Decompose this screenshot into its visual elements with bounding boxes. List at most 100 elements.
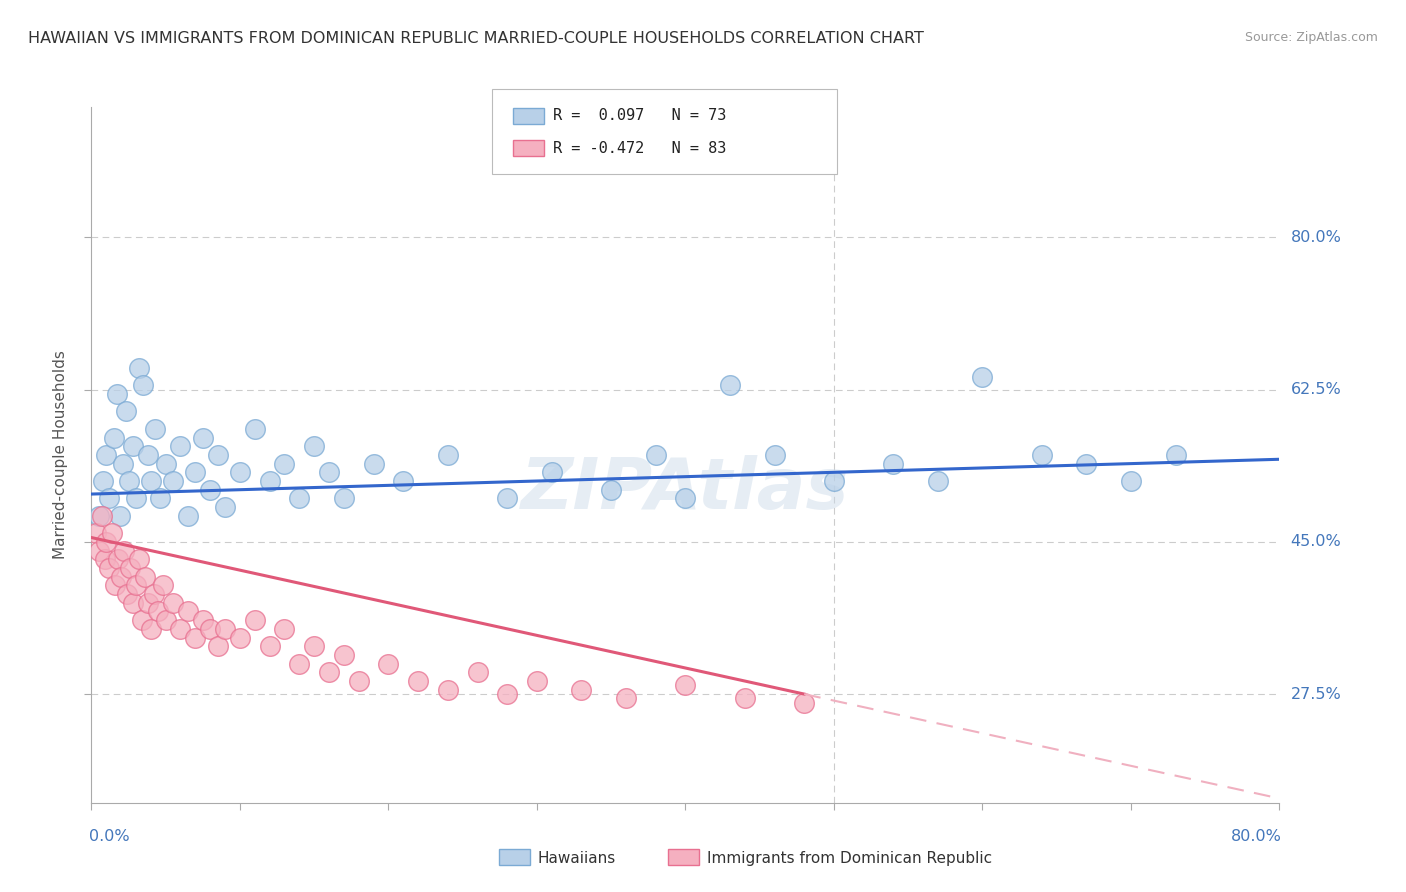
Point	[436, 682, 458, 697]
Point	[143, 422, 166, 436]
Point	[132, 378, 155, 392]
Point	[131, 613, 153, 627]
Point	[333, 648, 356, 662]
Text: 0.0%: 0.0%	[89, 829, 129, 844]
Point	[718, 378, 741, 392]
Point	[110, 570, 132, 584]
Point	[155, 457, 177, 471]
Point	[148, 605, 170, 619]
Text: Source: ZipAtlas.com: Source: ZipAtlas.com	[1244, 31, 1378, 45]
Point	[112, 543, 135, 558]
Point	[214, 622, 236, 636]
Point	[122, 596, 145, 610]
Point	[927, 474, 949, 488]
Point	[377, 657, 399, 671]
Point	[1119, 474, 1142, 488]
Point	[118, 561, 141, 575]
Point	[540, 466, 562, 480]
Point	[87, 543, 110, 558]
Point	[152, 578, 174, 592]
Point	[273, 622, 295, 636]
Point	[347, 674, 370, 689]
Point	[614, 691, 637, 706]
Point	[318, 665, 340, 680]
Point	[207, 639, 229, 653]
Text: R = -0.472   N = 83: R = -0.472 N = 83	[553, 141, 725, 155]
Point	[214, 500, 236, 514]
Point	[98, 561, 121, 575]
Point	[200, 483, 222, 497]
Point	[363, 457, 385, 471]
Point	[392, 474, 415, 488]
Point	[114, 404, 136, 418]
Point	[125, 578, 148, 592]
Point	[107, 552, 129, 566]
Point	[823, 474, 845, 488]
Point	[98, 491, 121, 506]
Point	[155, 613, 177, 627]
Text: HAWAIIAN VS IMMIGRANTS FROM DOMINICAN REPUBLIC MARRIED-COUPLE HOUSEHOLDS CORRELA: HAWAIIAN VS IMMIGRANTS FROM DOMINICAN RE…	[28, 31, 924, 46]
Point	[91, 474, 114, 488]
Point	[1164, 448, 1187, 462]
Point	[149, 491, 172, 506]
Point	[84, 526, 107, 541]
Text: Hawaiians: Hawaiians	[537, 852, 616, 866]
Point	[117, 474, 139, 488]
Point	[571, 682, 593, 697]
Point	[142, 587, 165, 601]
Point	[673, 491, 696, 506]
Point	[104, 578, 127, 592]
Y-axis label: Married-couple Households: Married-couple Households	[53, 351, 69, 559]
Point	[169, 622, 191, 636]
Point	[177, 605, 200, 619]
Point	[288, 657, 311, 671]
Point	[139, 474, 162, 488]
Text: Immigrants from Dominican Republic: Immigrants from Dominican Republic	[707, 852, 993, 866]
Point	[673, 678, 696, 692]
Point	[177, 508, 200, 523]
Point	[496, 687, 519, 701]
Point	[793, 696, 815, 710]
Point	[288, 491, 311, 506]
Point	[259, 639, 281, 653]
Point	[94, 552, 117, 566]
Point	[90, 508, 112, 523]
Point	[243, 422, 266, 436]
Point	[333, 491, 356, 506]
Point	[972, 369, 994, 384]
Point	[96, 534, 118, 549]
Point	[139, 622, 162, 636]
Point	[128, 360, 150, 375]
Text: 80.0%: 80.0%	[1291, 230, 1341, 245]
Point	[1076, 457, 1098, 471]
Point	[184, 631, 207, 645]
Point	[734, 691, 756, 706]
Point	[406, 674, 429, 689]
Point	[128, 552, 150, 566]
Point	[136, 596, 159, 610]
Point	[134, 570, 156, 584]
Point	[103, 431, 125, 445]
Point	[207, 448, 229, 462]
Text: 80.0%: 80.0%	[1232, 829, 1282, 844]
Point	[122, 439, 145, 453]
Point	[644, 448, 666, 462]
Point	[273, 457, 295, 471]
Point	[162, 474, 184, 488]
Point	[467, 665, 489, 680]
Point	[136, 448, 159, 462]
Point	[105, 387, 128, 401]
Point	[200, 622, 222, 636]
Point	[96, 448, 118, 462]
Point	[87, 508, 110, 523]
Point	[111, 457, 134, 471]
Point	[191, 613, 214, 627]
Point	[259, 474, 281, 488]
Point	[1031, 448, 1053, 462]
Point	[600, 483, 623, 497]
Point	[101, 526, 124, 541]
Point	[115, 587, 138, 601]
Text: 62.5%: 62.5%	[1291, 382, 1341, 397]
Point	[882, 457, 904, 471]
Point	[191, 431, 214, 445]
